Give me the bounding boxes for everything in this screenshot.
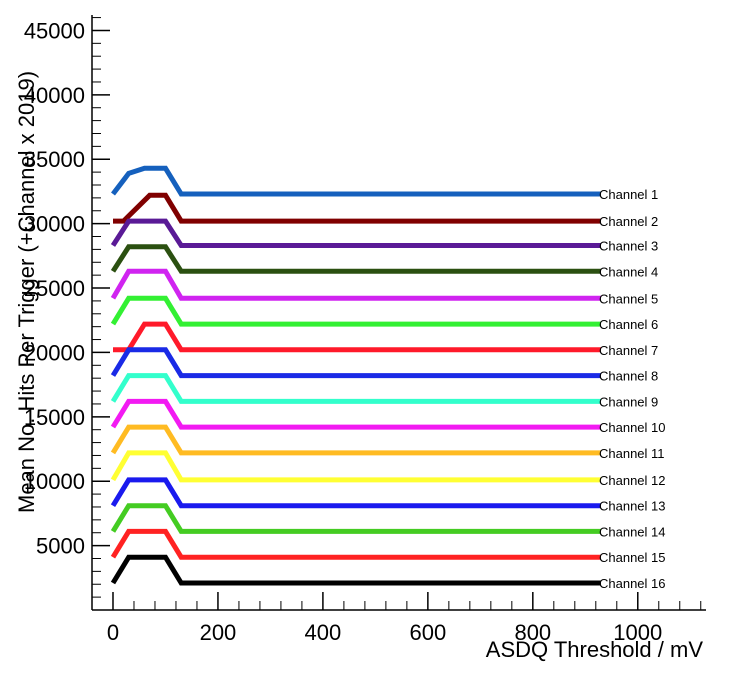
label-layer: Channel 1 Channel 2 Channel 3 Channel 4 Chan… bbox=[599, 187, 666, 591]
x-tick-label: 800 bbox=[514, 620, 551, 645]
series-label-channel-1: Channel 1 bbox=[599, 187, 658, 202]
x-axis-title: ASDQ Threshold / mV bbox=[486, 637, 704, 662]
series-line-channel-5 bbox=[110, 268, 601, 301]
series-label-channel-12: Channel 12 bbox=[599, 473, 666, 488]
y-tick-label: 5000 bbox=[36, 534, 85, 559]
series-line-channel-16 bbox=[110, 554, 601, 586]
y-axis-title: Mean No. Hits Per Trigger (+Channel x 20… bbox=[14, 71, 39, 513]
series-label-channel-15: Channel 15 bbox=[599, 550, 666, 565]
series-line-channel-8 bbox=[110, 347, 601, 379]
series-line-channel-4 bbox=[110, 244, 601, 274]
series-line-channel-14 bbox=[110, 503, 601, 534]
series-label-channel-14: Channel 14 bbox=[599, 524, 666, 539]
x-tick-label: 600 bbox=[410, 620, 447, 645]
series-label-channel-2: Channel 2 bbox=[599, 214, 658, 229]
series-line-channel-6 bbox=[110, 295, 601, 327]
x-tick-label: 1000 bbox=[613, 620, 662, 645]
y-tick-label: 40000 bbox=[24, 83, 85, 108]
series-line-channel-12 bbox=[110, 450, 601, 483]
series-line-channel-13 bbox=[110, 477, 601, 509]
series-line-channel-2 bbox=[113, 192, 601, 224]
series-label-channel-7: Channel 7 bbox=[599, 343, 658, 358]
series-label-channel-16: Channel 16 bbox=[599, 576, 666, 591]
series-line-channel-1 bbox=[111, 165, 601, 197]
y-tick-label: 25000 bbox=[24, 276, 85, 301]
y-tick-label: 45000 bbox=[24, 18, 85, 43]
series-label-channel-3: Channel 3 bbox=[599, 239, 658, 254]
axes-layer: 5000100001500020000250003000035000400004… bbox=[24, 15, 706, 645]
series-label-channel-5: Channel 5 bbox=[599, 291, 658, 306]
series-line-channel-10 bbox=[110, 398, 601, 430]
x-tick-label: 400 bbox=[305, 620, 342, 645]
series-label-channel-4: Channel 4 bbox=[599, 264, 658, 279]
y-tick-label: 35000 bbox=[24, 147, 85, 172]
series-label-channel-9: Channel 9 bbox=[599, 394, 658, 409]
series-label-channel-8: Channel 8 bbox=[599, 369, 658, 384]
series-label-channel-10: Channel 10 bbox=[599, 420, 666, 435]
y-tick-label: 20000 bbox=[24, 340, 85, 365]
x-tick-label: 200 bbox=[200, 620, 237, 645]
series-label-channel-6: Channel 6 bbox=[599, 317, 658, 332]
series-line-channel-11 bbox=[110, 424, 601, 456]
y-tick-label: 15000 bbox=[24, 405, 85, 430]
x-tick-label: 0 bbox=[107, 620, 119, 645]
series-layer bbox=[110, 165, 601, 586]
series-label-channel-11: Channel 11 bbox=[599, 446, 665, 461]
series-line-channel-9 bbox=[110, 373, 601, 404]
y-tick-label: 10000 bbox=[24, 469, 85, 494]
y-tick-label: 30000 bbox=[24, 212, 85, 237]
series-line-channel-3 bbox=[110, 218, 601, 248]
series-label-channel-13: Channel 13 bbox=[599, 499, 666, 514]
series-line-channel-15 bbox=[110, 528, 601, 560]
